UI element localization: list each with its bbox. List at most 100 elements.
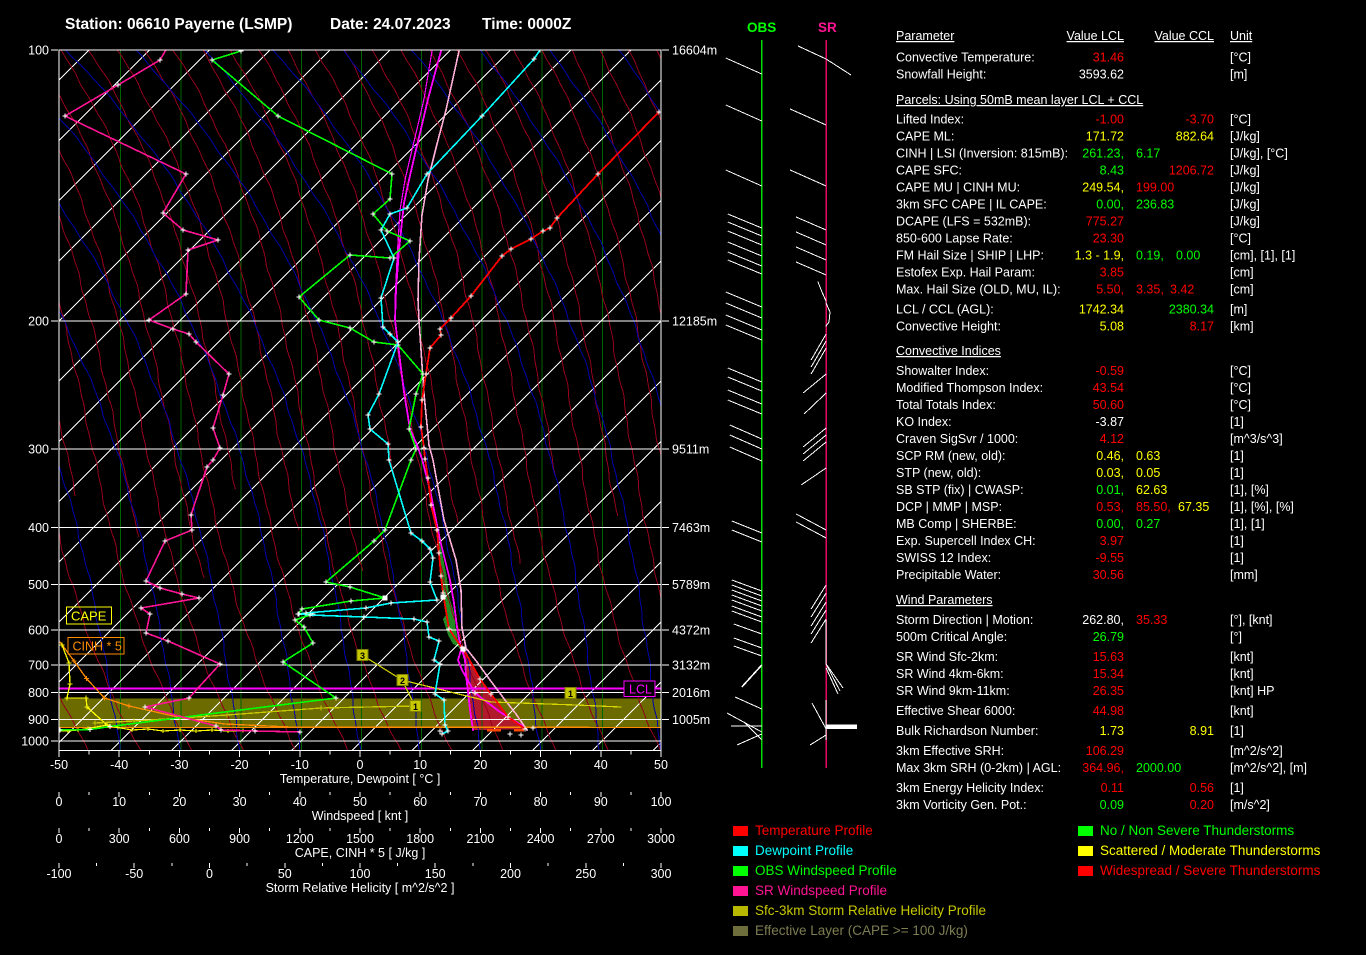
- svg-text:[knt] HP: [knt] HP: [1230, 684, 1274, 698]
- svg-text:CAPE, CINH * 5 [ J/kg ]: CAPE, CINH * 5 [ J/kg ]: [295, 846, 426, 860]
- svg-text:100: 100: [28, 44, 49, 58]
- svg-text:199.00: 199.00: [1136, 181, 1174, 195]
- svg-text:Lifted Index:: Lifted Index:: [896, 113, 964, 127]
- svg-text:[m^3/s^3]: [m^3/s^3]: [1230, 432, 1283, 446]
- svg-text:882.64: 882.64: [1176, 130, 1214, 144]
- svg-text:2400: 2400: [527, 832, 555, 846]
- svg-text:MB Comp | SHERBE:: MB Comp | SHERBE:: [896, 517, 1017, 531]
- svg-text:CAPE SFC:: CAPE SFC:: [896, 164, 962, 178]
- svg-text:0.09: 0.09: [1100, 798, 1124, 812]
- svg-text:-50: -50: [125, 867, 143, 881]
- svg-text:[°C]: [°C]: [1230, 364, 1251, 378]
- svg-text:31.46: 31.46: [1093, 51, 1124, 65]
- svg-text:Convective Temperature:: Convective Temperature:: [896, 51, 1035, 65]
- svg-text:40: 40: [293, 795, 307, 809]
- svg-text:[°C]: [°C]: [1230, 232, 1251, 246]
- svg-text:30.56: 30.56: [1093, 568, 1124, 582]
- svg-text:0.03,: 0.03,: [1096, 466, 1124, 480]
- svg-text:Snowfall Height:: Snowfall Height:: [896, 68, 986, 82]
- svg-text:40: 40: [594, 758, 608, 772]
- svg-text:8.91: 8.91: [1190, 724, 1214, 738]
- svg-text:[mm]: [mm]: [1230, 568, 1258, 582]
- svg-text:[J/kg]: [J/kg]: [1230, 164, 1260, 178]
- svg-text:Value CCL: Value CCL: [1154, 29, 1214, 43]
- svg-text:261.23,: 261.23,: [1082, 147, 1124, 161]
- svg-text:20: 20: [473, 758, 487, 772]
- svg-text:[1]: [1]: [1230, 415, 1244, 429]
- svg-text:Convective Height:: Convective Height:: [896, 320, 1001, 334]
- svg-text:3.85: 3.85: [1100, 266, 1124, 280]
- svg-text:SR Wind 9km-11km:: SR Wind 9km-11km:: [896, 684, 1010, 698]
- svg-text:[°C]: [°C]: [1230, 398, 1251, 412]
- svg-text:Widespread / Severe Thundersto: Widespread / Severe Thunderstorms: [1100, 863, 1321, 878]
- svg-text:50: 50: [654, 758, 668, 772]
- svg-text:Precipitable Water:: Precipitable Water:: [896, 568, 1001, 582]
- svg-text:600: 600: [28, 624, 49, 638]
- svg-text:Value LCL: Value LCL: [1067, 29, 1124, 43]
- svg-text:1200: 1200: [286, 832, 314, 846]
- svg-text:1.3 - 1.9,: 1.3 - 1.9,: [1075, 249, 1124, 263]
- svg-text:SCP RM (new, old):: SCP RM (new, old):: [896, 449, 1006, 463]
- svg-text:[1]: [1]: [1230, 449, 1244, 463]
- svg-text:KO Index:: KO Index:: [896, 415, 952, 429]
- svg-text:[m/s^2]: [m/s^2]: [1230, 798, 1270, 812]
- svg-text:20: 20: [172, 795, 186, 809]
- svg-text:3132m: 3132m: [672, 659, 710, 673]
- svg-text:[1]: [1]: [1230, 534, 1244, 548]
- svg-text:2016m: 2016m: [672, 686, 710, 700]
- svg-text:1005m: 1005m: [672, 713, 710, 727]
- svg-text:Craven SigSvr / 1000:: Craven SigSvr / 1000:: [896, 432, 1018, 446]
- svg-text:400: 400: [28, 521, 49, 535]
- svg-text:0.19,: 0.19,: [1136, 249, 1164, 263]
- svg-text:Sfc-3km Storm Relative Helicit: Sfc-3km Storm Relative Helicity Profile: [755, 903, 986, 918]
- svg-text:[J/kg]: [J/kg]: [1230, 181, 1260, 195]
- svg-text:Parcels: Using 50mB mean layer: Parcels: Using 50mB mean layer LCL + CCL: [896, 93, 1143, 107]
- svg-text:15.63: 15.63: [1093, 650, 1124, 664]
- svg-text:70: 70: [473, 795, 487, 809]
- svg-text:0: 0: [357, 758, 364, 772]
- svg-text:CINH | LSI (Inversion: 815mB):: CINH | LSI (Inversion: 815mB):: [896, 147, 1068, 161]
- svg-text:-20: -20: [231, 758, 249, 772]
- svg-text:Storm Direction | Motion:: Storm Direction | Motion:: [896, 613, 1033, 627]
- svg-text:775.27: 775.27: [1086, 215, 1124, 229]
- svg-text:50.60: 50.60: [1093, 398, 1124, 412]
- svg-text:SR: SR: [818, 20, 837, 35]
- svg-text:0.05: 0.05: [1136, 466, 1160, 480]
- svg-text:-40: -40: [110, 758, 128, 772]
- svg-text:35.33: 35.33: [1136, 613, 1167, 627]
- svg-text:3.97: 3.97: [1100, 534, 1124, 548]
- svg-text:44.98: 44.98: [1093, 704, 1124, 718]
- svg-text:SR Windspeed Profile: SR Windspeed Profile: [755, 883, 887, 898]
- svg-text:60: 60: [413, 795, 427, 809]
- svg-text:80: 80: [534, 795, 548, 809]
- svg-text:SWISS 12 Index:: SWISS 12 Index:: [896, 551, 991, 565]
- svg-text:85.50,: 85.50,: [1136, 500, 1171, 514]
- svg-text:CINH * 5: CINH * 5: [73, 640, 122, 654]
- svg-text:FM Hail Size | SHIP | LHP:: FM Hail Size | SHIP | LHP:: [896, 249, 1044, 263]
- svg-text:Date: 24.07.2023: Date: 24.07.2023: [330, 16, 451, 33]
- svg-text:100: 100: [651, 795, 672, 809]
- svg-text:OBS: OBS: [747, 20, 776, 35]
- svg-text:0.53,: 0.53,: [1096, 500, 1124, 514]
- svg-text:1000: 1000: [21, 734, 49, 748]
- svg-text:[knt]: [knt]: [1230, 704, 1254, 718]
- svg-text:Unit: Unit: [1230, 29, 1253, 43]
- svg-text:9511m: 9511m: [672, 443, 709, 457]
- svg-text:250: 250: [575, 867, 596, 881]
- svg-text:43.54: 43.54: [1093, 381, 1124, 395]
- svg-text:[1]: [1]: [1230, 466, 1244, 480]
- svg-text:[m]: [m]: [1230, 68, 1247, 82]
- svg-text:Exp. Supercell Index CH:: Exp. Supercell Index CH:: [896, 534, 1036, 548]
- svg-text:0.00,: 0.00,: [1096, 517, 1124, 531]
- svg-text:Effective Shear 6000:: Effective Shear 6000:: [896, 704, 1015, 718]
- svg-text:Bulk Richardson Number:: Bulk Richardson Number:: [896, 724, 1038, 738]
- svg-text:26.35: 26.35: [1093, 684, 1124, 698]
- svg-text:[cm]: [cm]: [1230, 266, 1254, 280]
- svg-text:171.72: 171.72: [1086, 130, 1124, 144]
- svg-text:-50: -50: [50, 758, 68, 772]
- svg-text:1800: 1800: [406, 832, 434, 846]
- svg-text:300: 300: [28, 443, 49, 457]
- svg-text:4372m: 4372m: [672, 624, 710, 638]
- svg-text:[1]: [1]: [1230, 724, 1244, 738]
- svg-text:500: 500: [28, 578, 49, 592]
